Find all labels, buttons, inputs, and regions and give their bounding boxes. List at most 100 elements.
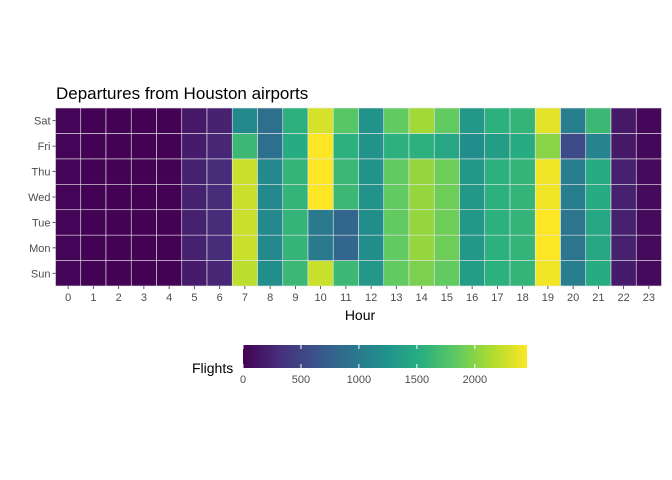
heatmap-cell (307, 107, 334, 134)
heatmap-cell (80, 133, 107, 160)
heatmap-cell (635, 260, 662, 287)
heatmap-cell (307, 260, 334, 287)
heatmap-cell (257, 133, 284, 160)
heatmap-cell (408, 234, 435, 261)
heatmap-cell (130, 209, 157, 236)
heatmap-cell (307, 133, 334, 160)
heatmap-cell (585, 107, 612, 134)
heatmap-cell (484, 133, 511, 160)
heatmap-cell (130, 158, 157, 185)
heatmap-cell (383, 107, 410, 134)
heatmap-cell (257, 209, 284, 236)
heatmap-cell (610, 234, 637, 261)
heatmap-cell (55, 234, 82, 261)
heatmap-cell (484, 209, 511, 236)
heatmap-cell (433, 209, 460, 236)
heatmap-cell (635, 158, 662, 185)
heatmap-cell (55, 183, 82, 211)
heatmap-cell (408, 209, 435, 236)
heatmap-cells (55, 107, 662, 287)
heatmap-cell (80, 234, 107, 261)
x-tick-label: 12 (365, 292, 377, 304)
x-tick-label: 1 (90, 292, 96, 304)
heatmap-cell (257, 260, 284, 287)
heatmap-cell (55, 133, 82, 160)
heatmap-cell (635, 209, 662, 236)
heatmap-cell (408, 158, 435, 185)
x-tick-label: 13 (390, 292, 402, 304)
heatmap-cell (80, 209, 107, 236)
x-tick-label: 16 (466, 292, 478, 304)
heatmap-cell (307, 158, 334, 185)
heatmap-cell (181, 209, 208, 236)
heatmap-cell (560, 107, 587, 134)
heatmap-cell (105, 183, 132, 211)
heatmap-cell (80, 260, 107, 287)
heatmap-cell (332, 260, 359, 287)
heatmap-cell (509, 133, 536, 160)
heatmap-cell (383, 133, 410, 160)
heatmap-cell (181, 158, 208, 185)
heatmap-cell (206, 133, 233, 160)
heatmap-cell (484, 158, 511, 185)
y-tick-label: Thu (32, 167, 51, 179)
heatmap-cell (635, 234, 662, 261)
heatmap-cell (130, 260, 157, 287)
heatmap-cell (257, 107, 284, 134)
heatmap-cell (105, 209, 132, 236)
heatmap-cell (181, 183, 208, 211)
heatmap-cell (80, 158, 107, 185)
x-tick-label: 17 (491, 292, 503, 304)
heatmap-cell (156, 260, 183, 287)
heatmap-cell (610, 158, 637, 185)
heatmap-cell (585, 234, 612, 261)
heatmap-cell (105, 133, 132, 160)
legend-ticks: 0 500 1000 1500 2000 (240, 345, 487, 386)
heatmap-cell (332, 183, 359, 211)
heatmap-cell (282, 133, 309, 160)
heatmap-cell (80, 107, 107, 134)
heatmap-cell (332, 158, 359, 185)
heatmap-cell (560, 209, 587, 236)
heatmap-cell (55, 158, 82, 185)
heatmap-cell (307, 234, 334, 261)
heatmap-cell (383, 234, 410, 261)
x-tick-label: 15 (441, 292, 453, 304)
heatmap-cell (332, 234, 359, 261)
heatmap-cell (105, 234, 132, 261)
heatmap-cell (231, 133, 258, 160)
heatmap-cell (585, 183, 612, 211)
heatmap-cell (534, 183, 561, 211)
heatmap-cell (231, 260, 258, 287)
heatmap-cell (358, 234, 385, 261)
heatmap-cell (206, 234, 233, 261)
x-tick-label: 22 (618, 292, 630, 304)
y-tick-label: Mon (29, 243, 50, 255)
x-tick-label: 20 (567, 292, 579, 304)
heatmap-cell (130, 107, 157, 134)
heatmap-cell (433, 133, 460, 160)
heatmap-cell (459, 183, 486, 211)
heatmap-cell (560, 133, 587, 160)
heatmap-cell (332, 133, 359, 160)
heatmap-cell (257, 158, 284, 185)
x-tick-label: 8 (267, 292, 273, 304)
heatmap-cell (408, 183, 435, 211)
x-tick-label: 0 (65, 292, 71, 304)
heatmap-cell (358, 133, 385, 160)
heatmap-cell (105, 260, 132, 287)
heatmap-cell (408, 107, 435, 134)
legend-title: Flights (192, 360, 233, 376)
heatmap-cell (534, 260, 561, 287)
heatmap-cell (459, 209, 486, 236)
x-tick-label: 3 (141, 292, 147, 304)
legend-tick-label: 0 (240, 374, 246, 386)
x-tick-label: 4 (166, 292, 172, 304)
chart-title: Departures from Houston airports (56, 84, 308, 103)
heatmap-cell (332, 209, 359, 236)
legend-tick-label: 1000 (347, 374, 371, 386)
heatmap-cell (282, 209, 309, 236)
heatmap-cell (433, 183, 460, 211)
heatmap-cell (358, 209, 385, 236)
heatmap-cell (433, 107, 460, 134)
